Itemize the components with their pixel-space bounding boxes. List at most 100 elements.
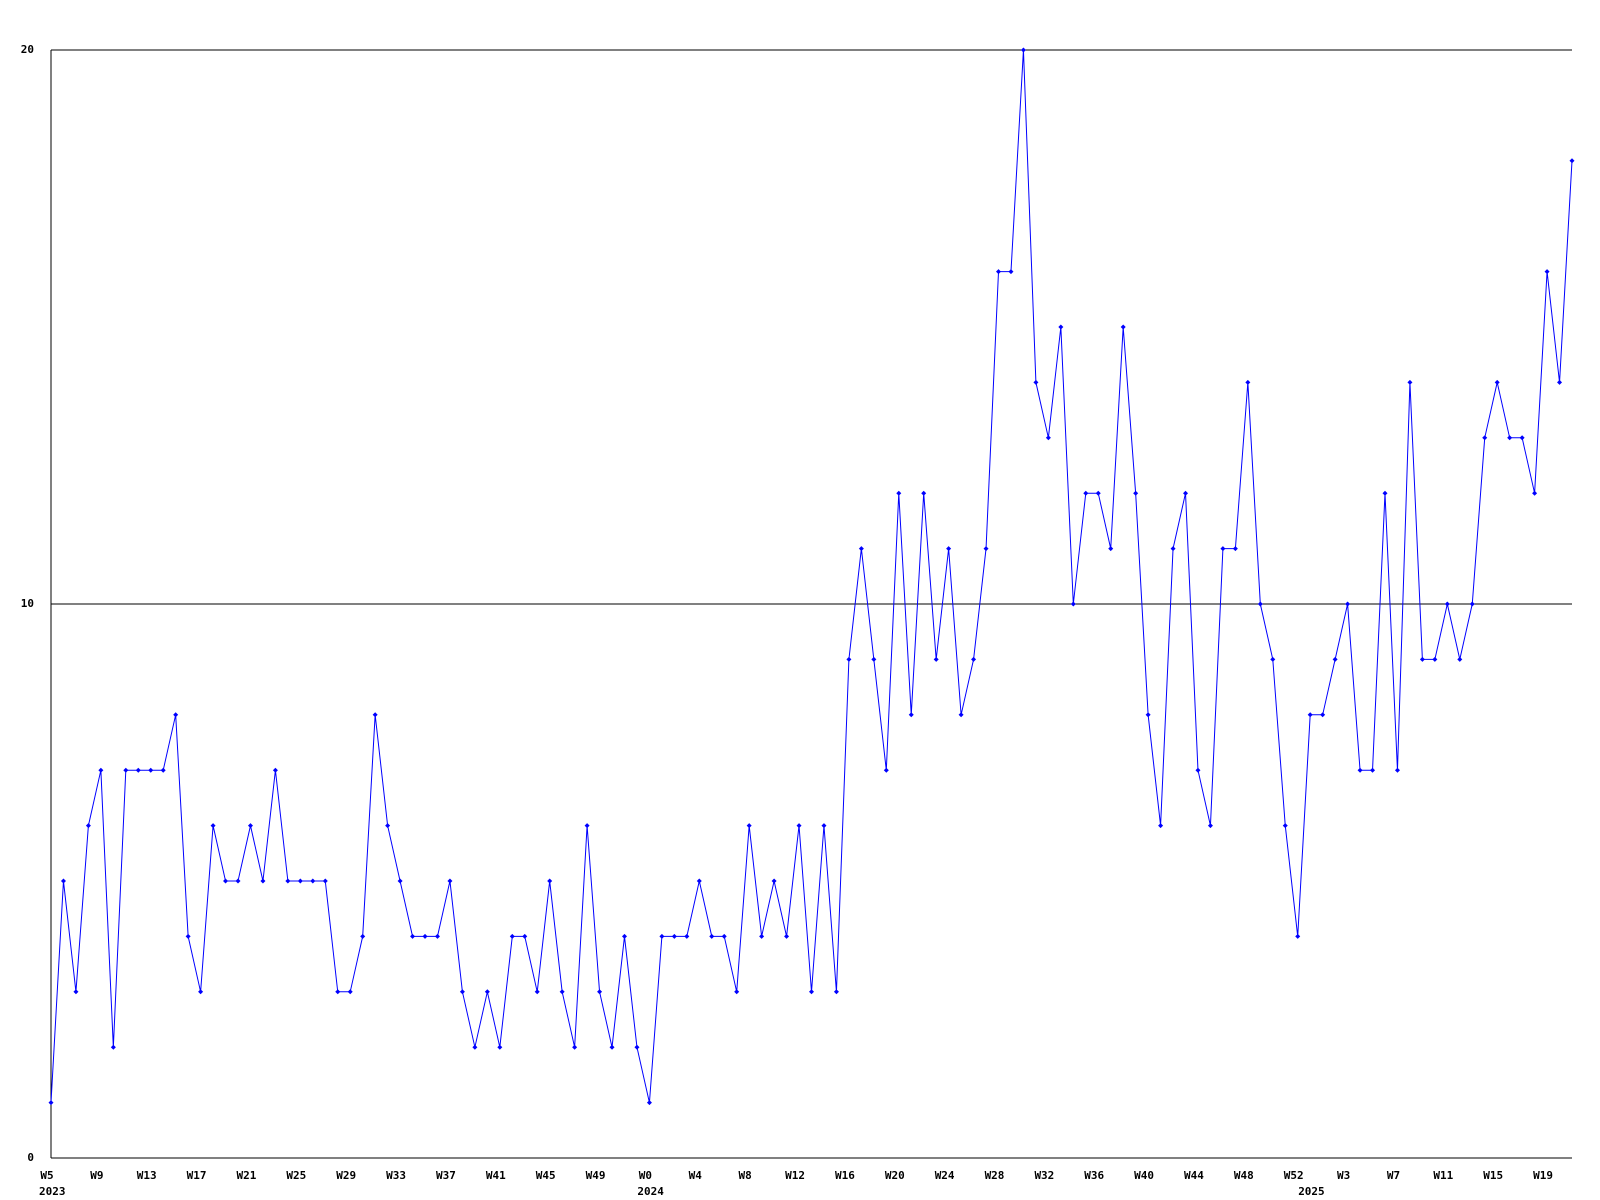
data-point: [372, 712, 378, 718]
data-point: [1557, 379, 1563, 385]
data-point: [684, 933, 690, 939]
data-point: [584, 823, 590, 829]
data-point: [559, 989, 565, 995]
data-point: [771, 878, 777, 884]
data-point: [896, 490, 902, 496]
data-point: [1307, 712, 1313, 718]
data-point: [48, 1100, 54, 1106]
data-point: [846, 656, 852, 662]
data-point: [933, 656, 939, 662]
data-point: [858, 546, 864, 552]
x-tick-label: W17: [187, 1169, 207, 1182]
data-point: [397, 878, 403, 884]
data-point: [148, 767, 154, 773]
data-point: [534, 989, 540, 995]
data-point: [247, 823, 253, 829]
data-point: [1008, 269, 1014, 275]
data-point: [285, 878, 291, 884]
x-tick-label: W12: [785, 1169, 805, 1182]
data-point: [971, 656, 977, 662]
data-point: [223, 878, 229, 884]
data-point: [696, 878, 702, 884]
year-label: 2023: [39, 1185, 66, 1198]
year-label: 2024: [637, 1185, 664, 1198]
data-point: [472, 1044, 478, 1050]
y-tick-label: 10: [21, 597, 34, 610]
data-point: [983, 546, 989, 552]
data-point: [796, 823, 802, 829]
data-point: [522, 933, 528, 939]
data-point: [459, 989, 465, 995]
x-tick-label: W7: [1387, 1169, 1400, 1182]
data-point: [1195, 767, 1201, 773]
data-point: [1295, 933, 1301, 939]
data-point: [709, 933, 715, 939]
x-tick-label: W32: [1034, 1169, 1054, 1182]
data-point: [1158, 823, 1164, 829]
data-point: [484, 989, 490, 995]
x-tick-label: W3: [1337, 1169, 1350, 1182]
data-point: [671, 933, 677, 939]
data-point: [572, 1044, 578, 1050]
data-point: [721, 933, 727, 939]
data-point: [123, 767, 129, 773]
year-label: 2025: [1298, 1185, 1325, 1198]
data-point: [235, 878, 241, 884]
data-point: [110, 1044, 116, 1050]
data-point: [1170, 546, 1176, 552]
x-tick-label: W0: [639, 1169, 652, 1182]
x-tick-label: W45: [536, 1169, 556, 1182]
x-tick-label: W15: [1483, 1169, 1503, 1182]
data-point: [1394, 767, 1400, 773]
data-point: [1332, 656, 1338, 662]
x-tick-label: W41: [486, 1169, 506, 1182]
data-point: [497, 1044, 503, 1050]
data-point: [1133, 490, 1139, 496]
data-point: [1207, 823, 1213, 829]
data-point: [1270, 656, 1276, 662]
x-tick-label: W4: [689, 1169, 703, 1182]
data-point: [160, 767, 166, 773]
data-point: [871, 656, 877, 662]
data-point: [646, 1100, 652, 1106]
data-point: [310, 878, 316, 884]
data-point: [173, 712, 179, 718]
x-tick-label: W28: [985, 1169, 1005, 1182]
data-point: [1444, 601, 1450, 607]
data-point: [634, 1044, 640, 1050]
data-point: [908, 712, 914, 718]
data-point: [297, 878, 303, 884]
data-point: [921, 490, 927, 496]
x-tick-label: W25: [286, 1169, 306, 1182]
data-line: [50, 49, 1573, 1103]
data-point: [883, 767, 889, 773]
data-point: [1257, 601, 1263, 607]
data-point: [1357, 767, 1363, 773]
data-point: [85, 823, 91, 829]
data-point: [621, 933, 627, 939]
data-point: [597, 989, 603, 995]
data-point: [1569, 158, 1575, 164]
data-point: [60, 878, 66, 884]
x-tick-label: W21: [237, 1169, 257, 1182]
y-tick-label: 20: [21, 43, 34, 56]
data-point: [410, 933, 416, 939]
data-point: [1070, 601, 1076, 607]
x-tick-label: W13: [137, 1169, 157, 1182]
data-point: [1544, 269, 1550, 275]
x-tick-label: W40: [1134, 1169, 1154, 1182]
data-point: [609, 1044, 615, 1050]
data-point: [347, 989, 353, 995]
data-point: [1145, 712, 1151, 718]
data-point: [1519, 435, 1525, 441]
data-point: [272, 767, 278, 773]
x-tick-label: W9: [90, 1169, 103, 1182]
x-tick-label: W5: [40, 1169, 53, 1182]
x-tick-label: W20: [885, 1169, 905, 1182]
data-point: [1033, 379, 1039, 385]
data-point: [1232, 546, 1238, 552]
data-point: [1058, 324, 1064, 330]
x-tick-label: W37: [436, 1169, 456, 1182]
